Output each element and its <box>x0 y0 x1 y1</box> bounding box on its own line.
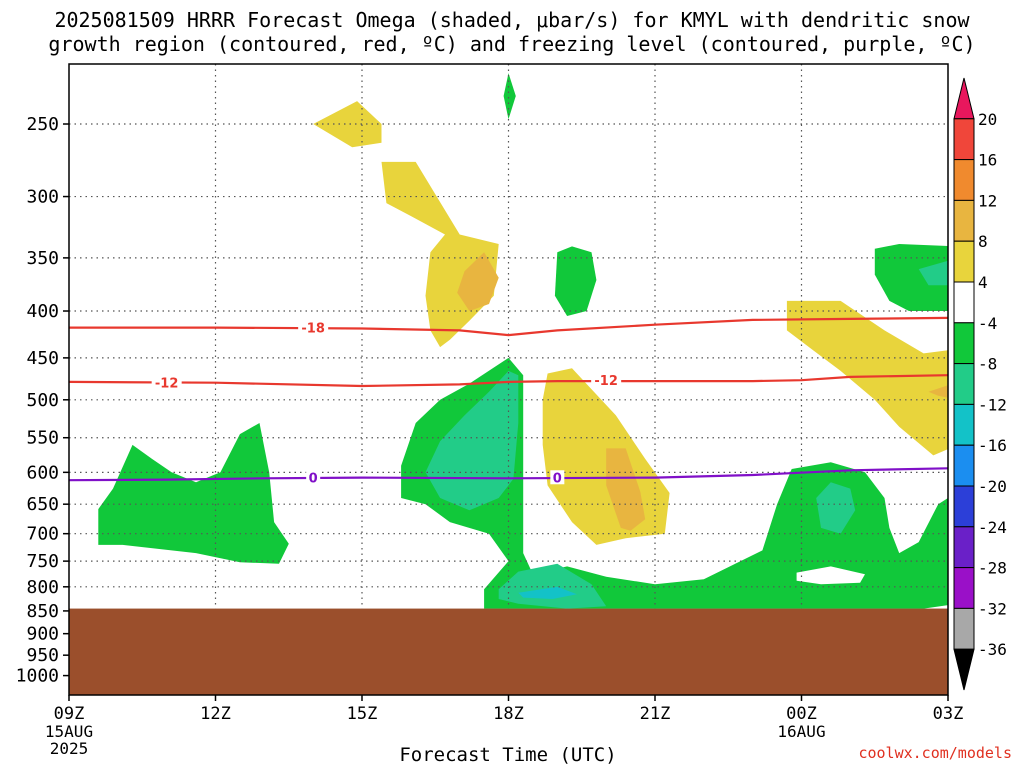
contour-label-bg-2 <box>591 373 622 388</box>
contour-label: -12 <box>155 377 179 392</box>
colorbar-label: -36 <box>978 640 1007 659</box>
colorbar-bin <box>953 281 975 324</box>
colorbar-bin <box>953 363 975 405</box>
x-tick-label: 21Z <box>640 704 671 724</box>
omega-shade-3 <box>542 368 670 545</box>
contour-minus12-1 <box>69 374 948 388</box>
contour-label: 0 <box>553 471 562 486</box>
x-tick-sublabel: 15AUG <box>45 722 93 741</box>
colorbar-label: -24 <box>978 518 1007 537</box>
x-tick-sublabel: 16AUG <box>777 722 825 741</box>
colorbar-label: 12 <box>978 191 997 210</box>
omega-shade-8 <box>554 246 597 316</box>
omega-shade-0 <box>313 101 382 148</box>
contour-label-bg-1 <box>151 375 182 390</box>
x-tick-label: 00Z <box>786 704 817 724</box>
colorbar-bin <box>953 159 975 201</box>
x-axis-title: Forecast Time (UTC) <box>399 744 617 766</box>
y-tick-label: 550 <box>26 428 59 449</box>
omega-shade-17 <box>816 482 856 534</box>
colorbar-label: -16 <box>978 436 1007 455</box>
y-tick-label: 800 <box>26 577 59 598</box>
omega-shade-12 <box>401 357 948 609</box>
contour-label: -18 <box>301 322 325 337</box>
y-tick-label: 500 <box>26 390 59 411</box>
x-tick-label: 18Z <box>493 704 524 724</box>
y-tick-label: 600 <box>26 462 59 483</box>
omega-shade-5 <box>786 300 948 456</box>
y-tick-label: 250 <box>26 114 59 135</box>
omega-shade-15 <box>518 586 577 599</box>
omega-shade-9 <box>874 244 948 311</box>
plot-area: -18 -12 -12 0 0 <box>69 64 948 695</box>
colorbar-bin <box>953 607 975 650</box>
omega-shade-13 <box>425 370 519 511</box>
colorbar-label: 20 <box>978 110 997 129</box>
colorbar-arrow-bottom <box>953 648 975 691</box>
colorbar-label: 8 <box>978 232 988 251</box>
y-tick-label: 400 <box>26 301 59 322</box>
colorbar-arrow-top <box>953 77 975 120</box>
colorbar-label: -32 <box>978 599 1007 618</box>
contour-label: -12 <box>594 374 618 389</box>
x-tick-label: 15Z <box>347 704 378 724</box>
title-line-1: 2025081509 HRRR Forecast Omega (shaded, … <box>54 8 970 32</box>
colorbar-bin <box>953 403 975 446</box>
contour-0-2 <box>69 467 948 482</box>
omega-shade-7 <box>503 73 516 120</box>
y-tick-label: 850 <box>26 601 59 622</box>
y-tick-label: 350 <box>26 248 59 269</box>
chart-title: 2025081509 HRRR Forecast Omega (shaded, … <box>0 8 1024 56</box>
colorbar: 20 16 12 8 4 -4 -8 -12 -16 -20 -24 -28 -32 -36 <box>953 77 1007 691</box>
y-tick-label: 900 <box>26 624 59 645</box>
ground-fill <box>69 608 948 695</box>
x-tick-sublabel: 2025 <box>50 739 89 758</box>
omega-shade-2 <box>457 252 499 311</box>
contour-label: 0 <box>309 471 318 486</box>
colorbar-bin <box>953 485 975 528</box>
y-tick-label: 750 <box>26 551 59 572</box>
omega-shade-11 <box>98 423 289 564</box>
y-tick-label: 450 <box>26 348 59 369</box>
x-tick-label: 03Z <box>933 704 964 724</box>
omega-shade-10 <box>918 260 948 286</box>
colorbar-label: 4 <box>978 273 988 292</box>
colorbar-bin <box>953 526 975 569</box>
title-line-2: growth region (contoured, red, ºC) and f… <box>48 32 976 56</box>
colorbar-label: 16 <box>978 151 997 170</box>
y-tick-label: 1000 <box>16 666 59 687</box>
colorbar-bin <box>953 444 975 487</box>
colorbar-bin <box>953 199 975 242</box>
y-tick-label: 700 <box>26 524 59 545</box>
omega-shade-6 <box>928 385 948 398</box>
colorbar-bin <box>953 118 975 161</box>
x-tick-label: 09Z <box>54 704 85 724</box>
omega-shade-4 <box>606 448 646 531</box>
omega-shade-1 <box>381 161 499 348</box>
colorbar-bin <box>953 240 975 283</box>
y-tick-label: 950 <box>26 645 59 666</box>
watermark: coolwx.com/models <box>858 744 1012 762</box>
y-tick-label: 300 <box>26 187 59 208</box>
x-tick-label: 12Z <box>200 704 231 724</box>
contour-label-bg-3 <box>306 470 321 485</box>
colorbar-label: -4 <box>978 314 997 333</box>
colorbar-label: -8 <box>978 355 997 374</box>
colorbar-label: -28 <box>978 559 1007 578</box>
colorbar-label: -12 <box>978 395 1007 414</box>
colorbar-bin <box>953 567 975 609</box>
contour-label-bg-0 <box>298 320 329 335</box>
omega-shade-16 <box>796 566 865 585</box>
y-tick-label: 650 <box>26 494 59 515</box>
contour-label-bg-4 <box>550 470 565 485</box>
colorbar-label: -20 <box>978 477 1007 496</box>
contour-minus18-0 <box>69 316 948 337</box>
colorbar-bin <box>953 322 975 365</box>
